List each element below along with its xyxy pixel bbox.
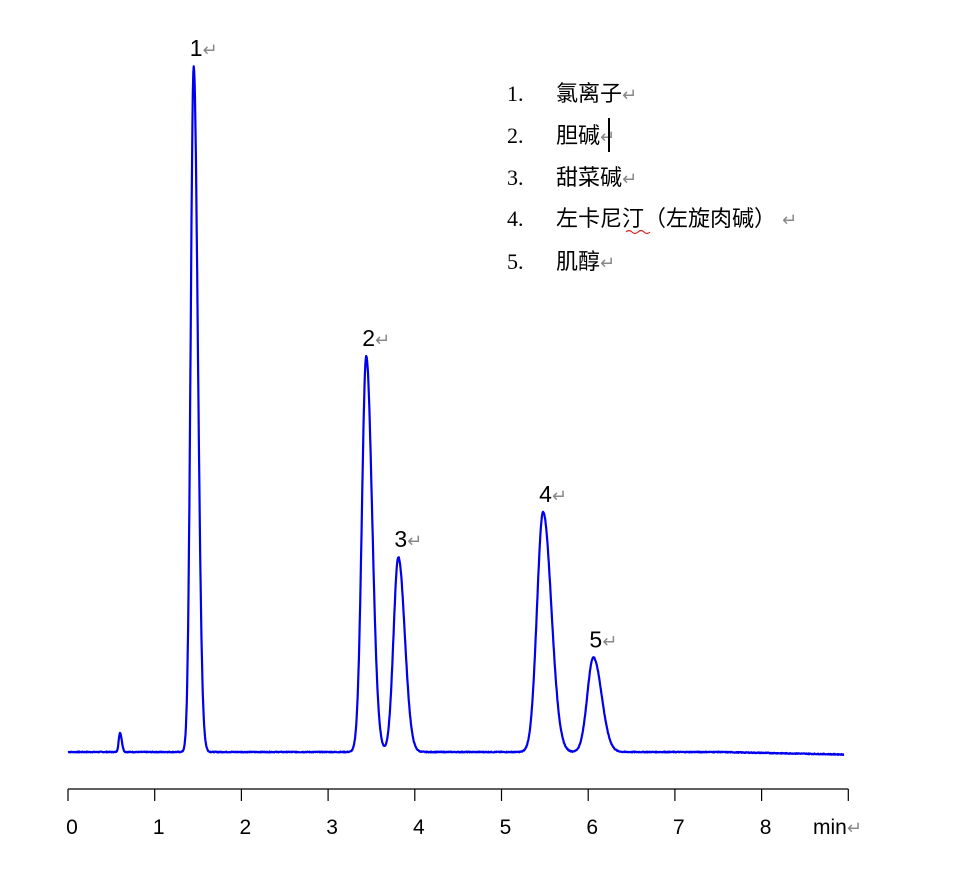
legend-name: 甜菜碱↵ [556,166,637,191]
x-tick-label: 6 [586,816,598,839]
legend-item: 5. 肌醇↵ [507,249,615,275]
peak-label: 4↵ [539,481,567,507]
x-axis: 0 1 2 3 4 5 6 7 8 [66,788,849,839]
legend-name: 左卡尼汀（左旋肉碱） ↵ [556,207,797,232]
x-tick-label: 8 [760,816,772,839]
legend-number: 5. [507,249,524,274]
legend-name: 氯离子↵ [556,82,637,107]
x-tick-label: 3 [326,816,338,839]
legend-item: 1. 氯离子↵ [507,81,637,107]
legend-number: 3. [507,165,524,190]
x-tick-label: 1 [153,816,165,839]
legend-name: 胆碱↵ [556,124,615,149]
x-tick-label: 7 [673,816,685,839]
x-tick-label: 5 [500,816,512,839]
x-axis-unit: min↵ [813,816,862,839]
compound-legend: 1. 氯离子↵ 2. 胆碱↵ 3. 甜菜碱↵ 4. 左卡尼汀（左旋肉碱） ↵ 5. 肌醇↵ [507,81,797,275]
legend-name: 肌醇↵ [556,250,615,275]
peak-label: 5↵ [589,626,617,652]
peak-labels: 1↵ 2↵ 3↵ 4↵ 5↵ [190,35,618,652]
peak-label: 2↵ [362,325,390,351]
legend-number: 4. [507,206,524,231]
peak-label: 1↵ [190,35,218,61]
x-tick-label: 4 [413,816,425,839]
spellcheck-underline [625,229,651,235]
legend-number: 1. [507,81,524,106]
x-tick-label: 2 [240,816,252,839]
legend-item: 4. 左卡尼汀（左旋肉碱） ↵ [507,206,797,232]
signal-trace [67,65,845,756]
peak-label: 3↵ [394,526,422,552]
legend-item: 2. 胆碱↵ [507,123,615,149]
legend-number: 2. [507,123,524,148]
legend-item: 3. 甜菜碱↵ [507,165,637,191]
x-tick-label: 0 [66,816,78,839]
